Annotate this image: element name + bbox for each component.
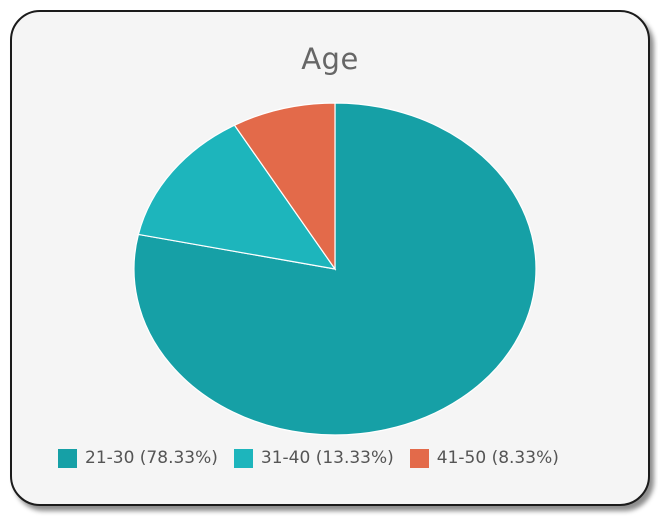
legend-swatch-31-40 (233, 448, 253, 468)
legend-item-21-30: 21-30 (78.33%) (58, 448, 218, 468)
legend-label-21-30: 21-30 (78.33%) (85, 448, 218, 468)
legend-item-41-50: 41-50 (8.33%) (409, 448, 559, 468)
pie-slice-41-50 (233, 102, 336, 271)
legend-label-41-50: 41-50 (8.33%) (436, 448, 559, 468)
legend-swatch-41-50 (409, 448, 429, 468)
pie-chart (133, 102, 537, 436)
legend-item-31-40: 31-40 (13.33%) (233, 448, 394, 468)
chart-legend: 21-30 (78.33%) 31-40 (13.33%) 41-50 (8.3… (58, 445, 559, 471)
legend-swatch-21-30 (58, 448, 77, 468)
chart-title: Age (301, 42, 359, 76)
legend-label-31-40: 31-40 (13.33%) (260, 448, 394, 468)
chart-frame: Age 21-30 (78.33%) 31-40 (13.33%) 41-50 … (10, 10, 650, 506)
pie-slice-31-40 (137, 124, 337, 270)
pie-slices (133, 102, 537, 436)
